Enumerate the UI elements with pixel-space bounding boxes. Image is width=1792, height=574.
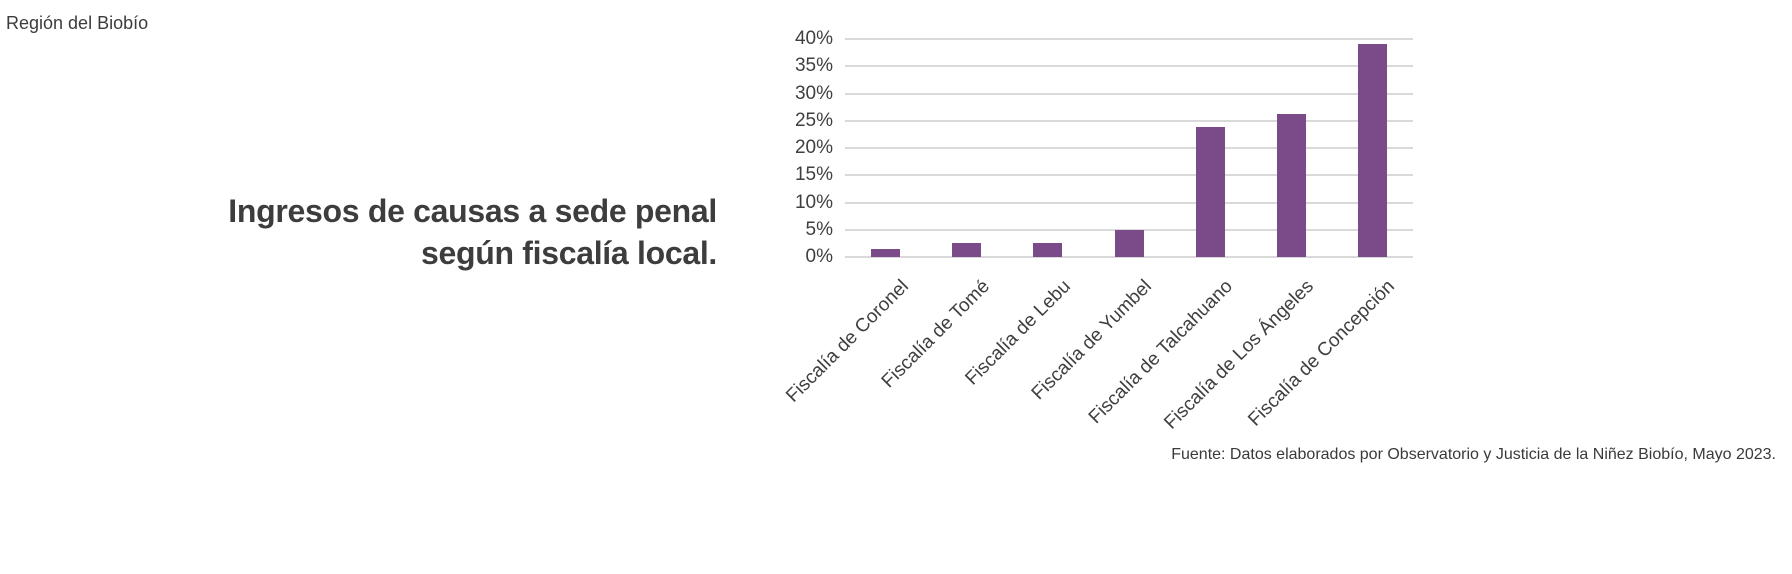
chart-bar xyxy=(952,243,982,257)
x-axis-category-label: Fiscalía de Talcahuano xyxy=(1084,276,1237,429)
y-axis-tick-label: 0% xyxy=(805,246,833,267)
x-axis-category-label: Fiscalía de Yumbel xyxy=(1027,276,1156,405)
chart-bar xyxy=(1357,44,1387,257)
chart-bar xyxy=(1114,229,1144,257)
y-axis-tick-label: 15% xyxy=(794,164,833,186)
y-axis-tick-label: 25% xyxy=(794,109,833,131)
gridline xyxy=(845,119,1413,122)
gridline xyxy=(845,201,1413,204)
y-axis-tick-label: 30% xyxy=(794,82,833,104)
chart-title-line-1: Ingresos de causas a sede penal xyxy=(228,193,717,229)
gridline xyxy=(845,92,1413,95)
region-label: Región del Biobío xyxy=(6,13,149,33)
gridline xyxy=(845,38,1413,40)
y-axis-tick-label: 10% xyxy=(794,191,833,213)
x-axis-category-label: Fiscalía de Concepción xyxy=(1244,276,1400,431)
y-axis-tick-label: 5% xyxy=(805,218,833,240)
gridline xyxy=(845,147,1413,149)
source-note: Fuente: Datos elaborados por Observatori… xyxy=(1171,446,1776,463)
x-axis-category-label: Fiscalía de Lebu xyxy=(961,276,1075,390)
chart-bar xyxy=(1195,127,1225,257)
chart-title: Ingresos de causas a sede penal según fi… xyxy=(228,190,717,274)
y-axis-tick-label: 20% xyxy=(794,137,833,158)
x-axis-category-label: Fiscalía de Los Ángeles xyxy=(1160,276,1319,434)
chart-bar xyxy=(1276,113,1306,257)
gridline xyxy=(845,65,1413,68)
chart-title-line-2: según fiscalía local. xyxy=(420,235,717,271)
gridline xyxy=(845,174,1413,177)
x-axis-category-label: Fiscalía de Coronel xyxy=(781,276,913,407)
chart-bar xyxy=(1033,243,1063,257)
y-axis-tick-label: 35% xyxy=(794,55,833,77)
chart-bar xyxy=(871,248,901,257)
y-axis-tick-label: 40% xyxy=(794,28,833,49)
gridline xyxy=(845,256,1413,258)
x-axis-category-label: Fiscalía de Tomé xyxy=(877,276,994,393)
bar-chart: 0% 5% 10% 15% 20% 25% 30% 35% 40% Fiscalía de Cor… xyxy=(782,28,1413,433)
